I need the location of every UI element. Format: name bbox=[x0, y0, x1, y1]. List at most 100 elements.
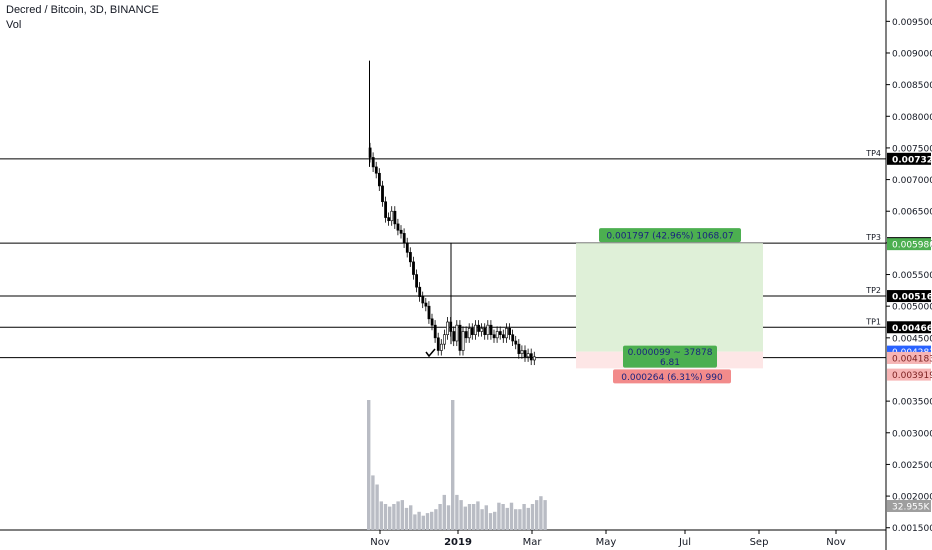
candle-body bbox=[424, 302, 428, 307]
candle-body bbox=[474, 324, 477, 335]
volume-bar bbox=[388, 506, 392, 530]
candle-body bbox=[399, 229, 403, 234]
volume-bar bbox=[480, 509, 484, 530]
level-price-text: 0.005160 bbox=[892, 293, 932, 303]
volume-bar bbox=[430, 511, 434, 530]
volume-bar bbox=[467, 504, 472, 530]
volume-bar bbox=[509, 502, 514, 530]
volume-indicator-label: Vol bbox=[6, 19, 22, 31]
target-label-box bbox=[599, 228, 741, 243]
volume-bar bbox=[543, 500, 547, 530]
volume-bar bbox=[383, 504, 388, 530]
candle-body bbox=[374, 166, 378, 174]
price-tag bbox=[887, 351, 931, 364]
volume-bar bbox=[421, 515, 425, 530]
candle-body bbox=[430, 318, 434, 326]
volume-bar bbox=[379, 501, 383, 530]
candle-body bbox=[458, 324, 462, 351]
volume-bar bbox=[438, 504, 442, 530]
candle-body bbox=[371, 157, 375, 168]
price-tick-label: 0.002000 bbox=[892, 493, 932, 503]
volume-bar bbox=[463, 506, 467, 530]
candle-body bbox=[467, 328, 471, 339]
price-tick-label: 0.005000 bbox=[892, 303, 932, 313]
candles bbox=[368, 60, 536, 366]
candle-body bbox=[477, 324, 481, 332]
volume-bar bbox=[522, 504, 526, 530]
price-tick-label: 0.002500 bbox=[892, 461, 932, 471]
candle-body bbox=[517, 343, 521, 354]
candle-body bbox=[508, 328, 512, 335]
level-price-text: 0.007328 bbox=[892, 155, 932, 165]
volume-bar bbox=[451, 400, 455, 530]
candle-body bbox=[396, 223, 400, 231]
volume-bar bbox=[472, 504, 476, 530]
volume-bar bbox=[434, 509, 438, 530]
volume-bar bbox=[530, 504, 535, 530]
risk-reward-label-text: 0.000099 ~ 37878 bbox=[628, 348, 713, 358]
volume-bar bbox=[493, 511, 497, 530]
price-tick-label: 0.008000 bbox=[892, 113, 932, 123]
candle-body bbox=[498, 331, 502, 335]
volume-bar bbox=[514, 509, 518, 530]
candle-body bbox=[486, 324, 490, 335]
candle-body bbox=[461, 331, 465, 351]
candle-body bbox=[501, 334, 505, 339]
time-axis: Nov 2019 Mar May Jul Sep Nov bbox=[370, 530, 846, 548]
candle-body bbox=[408, 252, 412, 263]
level-label: TP3 bbox=[865, 233, 881, 242]
volume-bars bbox=[367, 400, 547, 530]
volume-bar bbox=[497, 502, 501, 530]
stop-label-box bbox=[613, 369, 731, 384]
price-tag bbox=[887, 368, 931, 381]
volume-bar bbox=[459, 500, 463, 530]
volume-bar bbox=[501, 504, 505, 530]
volume-bar bbox=[396, 501, 400, 530]
candle-body bbox=[387, 217, 391, 222]
price-tick-label: 0.006500 bbox=[892, 208, 932, 218]
candle-body bbox=[532, 356, 536, 361]
candle-body bbox=[418, 286, 422, 297]
price-tick-label: 0.004500 bbox=[892, 334, 932, 344]
time-tick-label: 2019 bbox=[444, 537, 472, 548]
volume-bar bbox=[455, 494, 459, 530]
candle-body bbox=[433, 324, 437, 339]
candle-body bbox=[415, 274, 419, 288]
price-tick-label: 0.001500 bbox=[892, 524, 932, 534]
time-tick-label: May bbox=[596, 537, 617, 548]
time-tick-label: Sep bbox=[750, 537, 769, 548]
profit-zone bbox=[576, 243, 763, 352]
candle-body bbox=[384, 201, 388, 218]
time-tick-label: Mar bbox=[523, 537, 543, 548]
volume-bar bbox=[409, 505, 413, 530]
candle-body bbox=[439, 343, 443, 351]
price-tick-label: 0.009500 bbox=[892, 18, 932, 28]
level-label: TP1 bbox=[865, 317, 881, 326]
volume-bar bbox=[400, 500, 404, 530]
volume-bar bbox=[446, 505, 451, 530]
volume-bar bbox=[526, 507, 530, 530]
check-annotation-icon bbox=[425, 348, 436, 358]
level-price-tag bbox=[887, 290, 931, 303]
candle-body bbox=[520, 350, 524, 354]
candle-body bbox=[421, 296, 425, 304]
candle-body bbox=[443, 334, 446, 345]
candle-body bbox=[495, 331, 499, 339]
candle-body bbox=[529, 353, 533, 361]
risk-reward-label-text: 6.81 bbox=[660, 358, 680, 368]
candle-body bbox=[511, 334, 515, 342]
volume-bar bbox=[392, 504, 396, 530]
candle-body bbox=[480, 328, 484, 332]
volume-bar bbox=[518, 509, 522, 530]
candle-body bbox=[405, 242, 409, 253]
risk-reward-label-box bbox=[623, 345, 717, 368]
chart-title: Decred / Bitcoin, 3D, BINANCE bbox=[6, 4, 159, 16]
volume-bar bbox=[371, 475, 375, 530]
time-tick-label: Nov bbox=[370, 537, 390, 548]
price-tick-label: 0.007000 bbox=[892, 176, 932, 186]
candle-body bbox=[381, 185, 384, 203]
volume-bar bbox=[476, 501, 480, 530]
volume-bar bbox=[539, 496, 543, 530]
